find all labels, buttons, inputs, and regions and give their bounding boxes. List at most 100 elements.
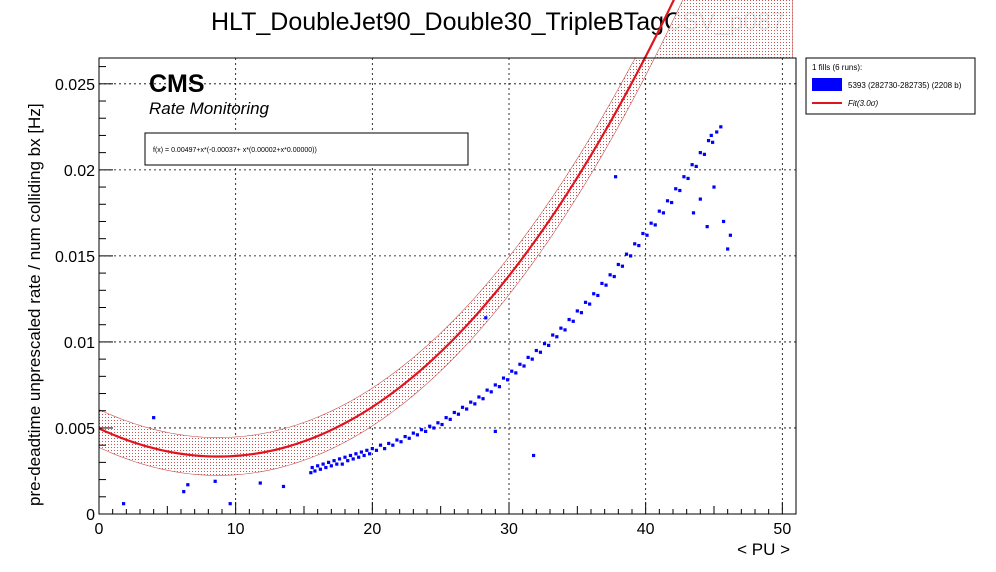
data-point: [213, 479, 217, 483]
data-point: [571, 319, 575, 323]
data-point: [506, 378, 510, 382]
data-point: [620, 264, 625, 268]
data-point: [152, 416, 156, 420]
data-point: [440, 422, 444, 427]
data-point: [691, 211, 696, 215]
data-point: [337, 457, 342, 461]
data-point: [415, 433, 420, 437]
data-point: [522, 364, 526, 368]
data-point: [698, 151, 702, 155]
data-point: [318, 467, 322, 471]
data-point: [444, 416, 448, 420]
legend-entry-fill: 5393 (282730-282735) (2208 b): [848, 81, 962, 90]
data-point: [600, 281, 604, 286]
data-point: [551, 333, 555, 337]
data-point: [316, 464, 320, 468]
x-tick-label: 30: [500, 521, 518, 538]
data-point: [370, 447, 374, 451]
data-point: [477, 395, 481, 399]
legend-swatch-fill: [812, 78, 842, 91]
fit-formula-box: f(x) = 0.00497+x*(-0.00037+ x*(0.00002+x…: [144, 132, 469, 166]
data-point: [484, 316, 488, 320]
data-point: [678, 188, 682, 193]
data-point: [583, 300, 588, 304]
data-point: [351, 457, 355, 461]
data-point: [473, 402, 477, 406]
data-point: [432, 426, 436, 430]
legend-entry-fit: Fit(3.0σ): [848, 99, 878, 108]
data-point: [670, 200, 674, 205]
data-point: [711, 140, 715, 144]
data-point: [514, 371, 518, 375]
data-point: [702, 152, 707, 156]
data-point: [489, 390, 493, 394]
data-point: [682, 175, 686, 179]
data-point: [542, 342, 547, 346]
data-point: [428, 424, 432, 428]
x-tick-label: 40: [637, 521, 655, 538]
y-axis-label: pre-deadtime unprescaled rate / num coll…: [25, 103, 44, 506]
data-point: [357, 455, 361, 459]
x-axis-label: < PU >: [737, 540, 790, 559]
data-point: [712, 185, 716, 189]
data-point: [186, 483, 190, 487]
data-point: [649, 221, 653, 225]
data-point: [637, 243, 641, 248]
legend-title: 1 fills (6 runs):: [812, 63, 862, 72]
data-point: [694, 164, 698, 169]
data-point: [340, 462, 344, 466]
x-tick-label: 50: [773, 521, 791, 538]
data-point: [403, 434, 407, 439]
rate-monitoring-label: Rate Monitoring: [149, 99, 270, 118]
data-point: [665, 199, 670, 203]
data-point: [721, 219, 726, 224]
data-point: [365, 448, 369, 452]
data-points: [122, 125, 732, 506]
data-point: [526, 355, 530, 360]
data-point: [641, 231, 645, 236]
data-point: [719, 125, 723, 129]
y-tick-label: 0.01: [64, 335, 95, 352]
x-axis-ticks: 0 10 20 30 40 50: [95, 502, 791, 538]
data-point: [579, 311, 584, 315]
data-point: [465, 407, 469, 411]
x-tick-label: 0: [95, 521, 104, 538]
data-point: [321, 462, 325, 466]
data-point: [368, 452, 372, 456]
data-point: [362, 453, 366, 458]
data-point: [469, 400, 473, 404]
data-point: [122, 502, 126, 506]
data-point: [715, 130, 719, 134]
data-point: [705, 225, 709, 229]
fit-formula-text: f(x) = 0.00497+x*(-0.00037+ x*(0.00002+x…: [153, 147, 317, 154]
data-point: [258, 481, 262, 485]
data-point: [228, 502, 232, 506]
data-point: [728, 233, 732, 237]
data-point: [460, 405, 465, 409]
data-point: [327, 460, 331, 464]
y-tick-label: 0.02: [64, 163, 95, 180]
data-point: [456, 412, 461, 416]
data-point: [313, 469, 317, 473]
data-point: [726, 247, 730, 251]
y-tick-label: 0.005: [55, 421, 95, 438]
data-point: [182, 490, 186, 494]
data-point: [346, 459, 350, 463]
data-point: [555, 335, 559, 339]
data-point: [532, 453, 536, 458]
data-point: [335, 462, 339, 466]
data-point: [310, 465, 314, 470]
cms-label: CMS: [149, 70, 205, 98]
y-tick-label: 0: [86, 507, 95, 524]
data-point: [547, 343, 551, 347]
data-point: [348, 453, 353, 458]
data-point: [596, 293, 600, 298]
data-point: [633, 242, 637, 246]
data-point: [518, 362, 522, 366]
data-point: [383, 447, 387, 451]
data-point: [567, 317, 571, 322]
data-point: [709, 133, 713, 138]
data-point: [436, 421, 440, 425]
data-point: [614, 175, 618, 179]
data-point: [387, 441, 391, 446]
